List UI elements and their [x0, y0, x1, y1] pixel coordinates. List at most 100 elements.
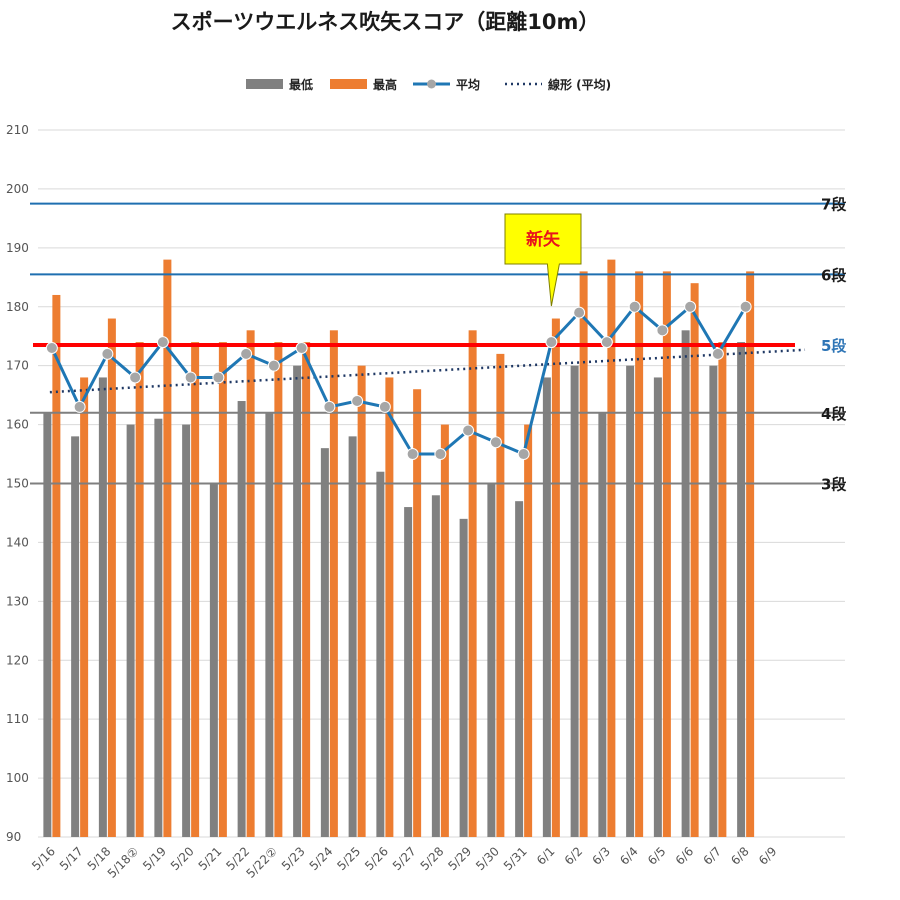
average-point: [489, 436, 502, 449]
y-tick-label: 160: [6, 418, 29, 432]
bar-max: [746, 271, 755, 837]
legend-swatch-max: [330, 79, 367, 89]
average-point: [73, 400, 86, 413]
y-tick-label: 200: [6, 182, 29, 196]
average-point: [545, 336, 558, 349]
average-point: [101, 347, 114, 360]
average-point: [573, 306, 586, 319]
x-tick-label: 6/3: [589, 844, 613, 868]
x-tick-label: 5/29: [445, 844, 474, 873]
bar-max: [246, 330, 255, 837]
average-point: [656, 324, 669, 337]
x-tick-label: 5/28: [418, 844, 447, 873]
bar-max: [718, 342, 727, 837]
x-tick-label: 5/23: [279, 844, 308, 873]
x-tick-label: 6/1: [534, 844, 558, 868]
bar-max: [690, 283, 699, 837]
average-point: [323, 400, 336, 413]
x-tick-label: 5/26: [362, 844, 391, 873]
bar-max: [607, 259, 616, 837]
average-point: [267, 359, 280, 372]
bar-max: [496, 353, 505, 837]
bar-min: [626, 365, 635, 837]
y-tick-label: 130: [6, 594, 29, 608]
bar-min: [320, 448, 329, 837]
reference-line-label: 5段: [821, 337, 846, 355]
x-tick-label: 5/18②: [105, 844, 142, 881]
x-tick-label: 5/21: [196, 844, 225, 873]
bar-max: [107, 318, 116, 837]
x-tick-label: 5/31: [501, 844, 530, 873]
average-point: [517, 448, 530, 461]
bar-max: [413, 389, 422, 837]
bar-min: [98, 377, 107, 837]
average-point: [711, 347, 724, 360]
x-tick-label: 6/7: [700, 844, 724, 868]
bar-min: [709, 365, 718, 837]
bar-min: [542, 377, 551, 837]
bar-max: [302, 342, 311, 837]
reference-line-label: 6段: [821, 266, 846, 284]
bar-min: [43, 412, 52, 837]
bar-min: [154, 418, 163, 837]
bar-min: [404, 507, 413, 837]
reference-line-label: 4段: [821, 405, 846, 423]
average-point: [378, 400, 391, 413]
bar-max: [191, 342, 200, 837]
y-tick-label: 150: [6, 477, 29, 491]
y-tick-label: 210: [6, 123, 29, 137]
callout-label: 新矢: [526, 229, 561, 250]
bar-min: [737, 342, 746, 837]
average-point: [739, 300, 752, 313]
bar-max: [52, 294, 61, 837]
x-tick-label: 5/30: [473, 844, 502, 873]
bar-min: [348, 436, 357, 837]
x-tick-label: 5/22②: [243, 844, 280, 881]
bar-max: [524, 424, 533, 837]
x-tick-label: 6/4: [617, 844, 641, 868]
bar-max: [357, 365, 366, 837]
x-tick-label: 5/27: [390, 844, 419, 873]
bar-max: [662, 271, 671, 837]
average-point: [462, 424, 475, 437]
bar-min: [376, 471, 385, 837]
bar-min: [209, 483, 218, 837]
y-tick-label: 170: [6, 359, 29, 373]
bar-max: [163, 259, 172, 837]
x-tick-label: 6/5: [645, 844, 669, 868]
reference-line-label: 7段: [821, 196, 846, 214]
x-tick-label: 5/25: [334, 844, 363, 873]
average-point: [434, 448, 447, 461]
bar-min: [431, 495, 440, 837]
average-point: [406, 448, 419, 461]
bar-min: [71, 436, 80, 837]
y-tick-label: 190: [6, 241, 29, 255]
y-tick-label: 90: [6, 830, 21, 844]
x-tick-label: 5/16: [29, 844, 58, 873]
bar-max: [468, 330, 477, 837]
chart-title: スポーツウエルネス吹矢スコア（距離10m）: [170, 10, 600, 34]
bar-max: [579, 271, 588, 837]
bar-min: [681, 330, 690, 837]
bar-min: [126, 424, 135, 837]
bar-min: [293, 365, 302, 837]
average-point: [129, 371, 142, 384]
average-point: [45, 341, 58, 354]
x-tick-label: 6/9: [756, 844, 780, 868]
x-tick-label: 6/6: [673, 844, 697, 868]
average-point: [184, 371, 197, 384]
y-tick-label: 110: [6, 712, 29, 726]
bar-min: [487, 483, 496, 837]
bar-max: [135, 342, 144, 837]
y-tick-label: 180: [6, 300, 29, 314]
average-point: [600, 336, 613, 349]
x-tick-label: 6/8: [728, 844, 752, 868]
legend-marker-avg: [427, 79, 436, 89]
bar-max: [218, 342, 227, 837]
average-point: [212, 371, 225, 384]
bar-min: [182, 424, 191, 837]
average-point: [684, 300, 697, 313]
callout-box: [504, 213, 582, 307]
reference-line-label: 3段: [821, 476, 846, 494]
